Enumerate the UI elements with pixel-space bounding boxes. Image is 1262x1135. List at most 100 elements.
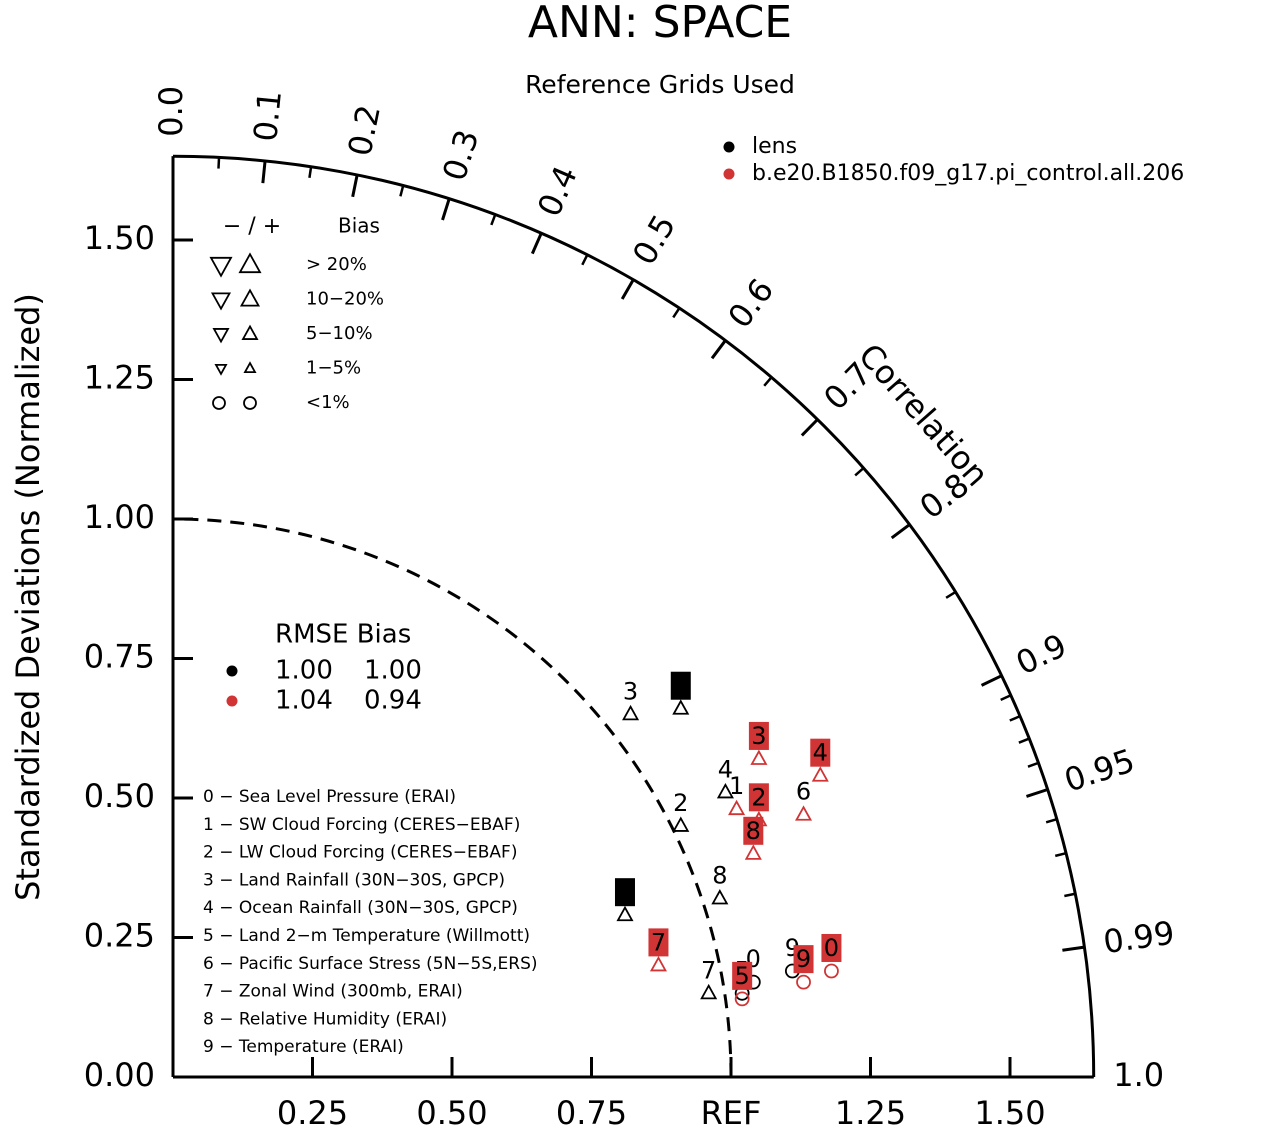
correlation-tick-label: 0.0	[152, 86, 190, 137]
correlation-major-tick	[620, 278, 635, 300]
chart-subtitle: Reference Grids Used	[525, 70, 795, 99]
data-point-label-box	[748, 783, 769, 812]
correlation-major-tick	[890, 523, 911, 540]
correlation-tick-label: 0.3	[435, 125, 487, 185]
bias-legend-circle-icon	[212, 396, 226, 410]
data-point: 1	[728, 772, 746, 816]
x-tick-label: 1.25	[835, 1094, 906, 1132]
correlation-minor-tick	[1045, 818, 1058, 824]
data-point-label: 1	[729, 772, 744, 800]
correlation-minor-tick	[854, 467, 865, 477]
rmse-table-rmse: 1.00	[275, 656, 333, 686]
data-point-marker	[811, 766, 829, 782]
data-point-marker	[649, 955, 667, 972]
correlation-tick-label: 1.0	[1113, 1056, 1164, 1094]
case-legend-label: lens	[752, 134, 797, 159]
variable-list-item: 5 − Land 2−m Temperature (Willmott)	[203, 926, 530, 946]
data-point-label: 3	[751, 722, 766, 750]
case-legend-dot-icon	[723, 141, 735, 153]
data-point-label: 2	[751, 783, 766, 811]
x-tick-label: 1.50	[974, 1094, 1045, 1132]
data-point-marker	[716, 783, 734, 799]
correlation-tick-label: 0.9	[1010, 626, 1072, 682]
data-point-marker	[795, 805, 813, 821]
data-point: 8	[711, 861, 729, 905]
correlation-minor-tick	[1000, 694, 1012, 702]
data-point-label-box	[748, 721, 769, 750]
data-point-marker	[750, 749, 768, 765]
bias-legend-tri-up-icon	[238, 252, 262, 274]
data-point-label: 4	[718, 755, 733, 783]
data-point: 9	[793, 945, 814, 990]
data-point-marker	[728, 799, 746, 816]
variable-list-item: 7 − Zonal Wind (300mb, ERAI)	[203, 982, 463, 1002]
reference-arc	[172, 517, 733, 1078]
data-point: 1	[670, 671, 691, 715]
variable-list-item: 6 − Pacific Surface Stress (5N−5S,ERS)	[203, 954, 538, 974]
data-point-label-box	[821, 933, 842, 962]
data-point-label: 4	[813, 739, 828, 767]
data-point-marker	[734, 991, 750, 1007]
correlation-major-tick	[530, 232, 543, 255]
bias-legend-label: 10−20%	[306, 289, 384, 310]
data-point: 6	[614, 878, 635, 922]
diagram-points: 01234567890123456789	[614, 671, 842, 1007]
rmse-table-bias: 1.00	[364, 656, 422, 686]
data-point-label: 6	[617, 878, 632, 906]
correlation-minor-tick	[1009, 715, 1021, 722]
correlation-minor-tick	[1054, 851, 1067, 858]
case-legend-dot-icon	[723, 168, 735, 180]
bias-legend-label: > 20%	[306, 254, 367, 275]
correlation-label: Correlation	[851, 336, 996, 493]
data-point: 3	[748, 721, 769, 765]
data-point: 4	[716, 755, 734, 799]
bias-legend-tri-down-icon	[210, 292, 232, 311]
correlation-minor-tick	[1018, 737, 1030, 744]
data-point-label-box	[648, 928, 669, 957]
x-tick-label: 0.75	[556, 1094, 627, 1132]
correlation-minor-tick	[581, 254, 589, 266]
data-point-marker	[744, 844, 762, 860]
data-point-label-box	[670, 671, 691, 700]
y-tick-label: 0.50	[84, 777, 155, 815]
outer-arc	[172, 154, 1096, 1078]
variable-list-item: 3 − Land Rainfall (30N−30S, GPCP)	[203, 870, 505, 890]
data-point-label: 5	[735, 962, 750, 990]
data-point-marker	[711, 889, 729, 905]
diagram-axes	[171, 154, 1096, 1079]
correlation-tick-label: 0.4	[530, 160, 585, 222]
data-point-marker	[672, 816, 690, 832]
correlation-tick-label: 0.2	[340, 102, 387, 159]
rmse-table-rmse: 1.04	[275, 686, 333, 716]
data-point-marker	[622, 704, 640, 721]
correlation-minor-tick	[945, 590, 957, 599]
diagram-legends: − / + Bias > 20% 10−20% 5−10% 1−5% <1% lensb.e2…	[203, 134, 1184, 1057]
bias-legend-label: 1−5%	[306, 358, 361, 379]
bias-legend-tri-up-icon	[239, 288, 261, 307]
bias-legend-circle-icon	[243, 396, 257, 410]
variable-list-item: 1 − SW Cloud Forcing (CERES−EBAF)	[203, 815, 520, 835]
variable-list-item: 2 − LW Cloud Forcing (CERES−EBAF)	[203, 843, 517, 863]
correlation-minor-tick	[490, 214, 497, 226]
variable-list-item: 4 − Ocean Rainfall (30N−30S, GPCP)	[203, 898, 518, 918]
bias-legend-header: Bias	[338, 214, 380, 238]
correlation-minor-tick	[763, 376, 773, 387]
correlation-tick-label: 0.5	[625, 208, 683, 271]
rmse-table-bias: 0.94	[364, 686, 422, 716]
bias-legend-label: 5−10%	[306, 323, 373, 344]
correlation-major-tick	[980, 674, 1003, 687]
correlation-major-tick	[1025, 788, 1049, 798]
data-point-marker	[824, 963, 839, 979]
correlation-major-tick	[800, 418, 819, 437]
data-point-label: 6	[796, 778, 811, 806]
data-point-label-box	[732, 961, 753, 990]
variable-list-item: 8 − Relative Humidity (ERAI)	[203, 1009, 447, 1029]
data-point-label: 2	[673, 789, 688, 817]
correlation-major-tick	[710, 339, 727, 360]
chart-title: ANN: SPACE	[528, 0, 792, 48]
diagram-ticks: 0.000.250.500.751.001.251.500.25 0.50 0.75…	[84, 86, 1177, 1132]
data-point-label: 1	[673, 672, 688, 700]
correlation-tick-label: 0.1	[246, 89, 289, 143]
data-point: 8	[743, 816, 764, 860]
